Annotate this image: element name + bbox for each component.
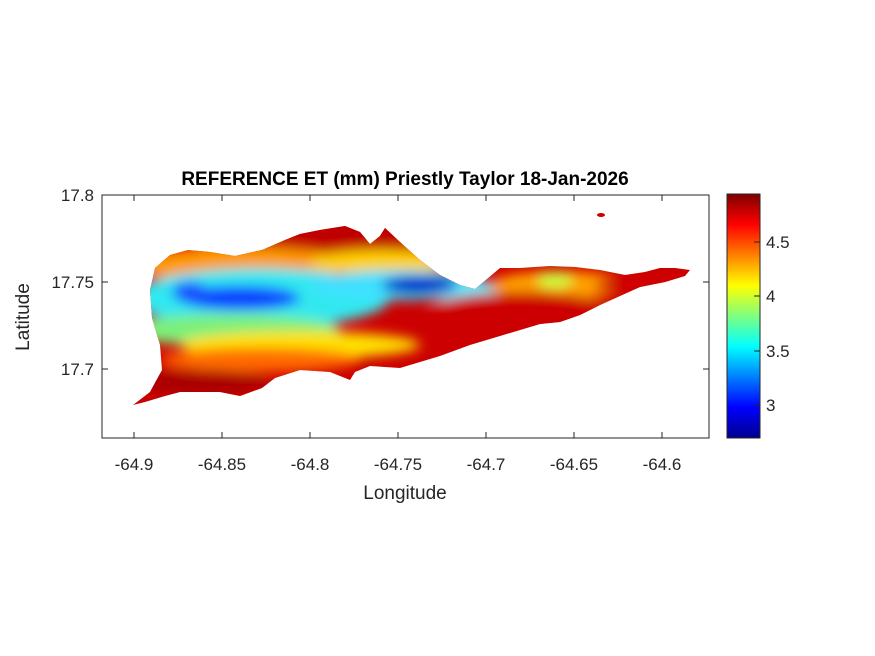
colorbar-tick-label: 4.5 [766, 233, 790, 252]
x-axis: -64.9 -64.85 -64.8 -64.75 -64.7 -64.65 -… [115, 195, 682, 474]
x-tick-label: -64.8 [291, 455, 330, 474]
y-tick-label: 17.7 [61, 360, 94, 379]
colorbar-tick-label: 4 [766, 287, 775, 306]
y-axis: 17.7 17.75 17.8 [51, 186, 709, 379]
colorbar-tick-label: 3 [766, 396, 775, 415]
x-tick-label: -64.6 [643, 455, 682, 474]
y-tick-label: 17.8 [61, 186, 94, 205]
y-tick-label: 17.75 [51, 273, 94, 292]
y-axis-label: Latitude [13, 283, 34, 351]
colorbar: 3 3.5 4 4.5 [726, 193, 790, 439]
islet [597, 213, 605, 217]
x-tick-label: -64.65 [550, 455, 598, 474]
x-tick-label: -64.85 [198, 455, 246, 474]
x-tick-label: -64.9 [115, 455, 154, 474]
x-axis-label: Longitude [363, 483, 446, 504]
et-heatmap [133, 226, 690, 405]
colorbar-tick-label: 3.5 [766, 342, 790, 361]
chart-title: REFERENCE ET (mm) Priestly Taylor 18-Jan… [181, 169, 628, 190]
x-tick-label: -64.7 [467, 455, 506, 474]
colorbar-gradient [726, 193, 761, 439]
x-tick-label: -64.75 [374, 455, 422, 474]
